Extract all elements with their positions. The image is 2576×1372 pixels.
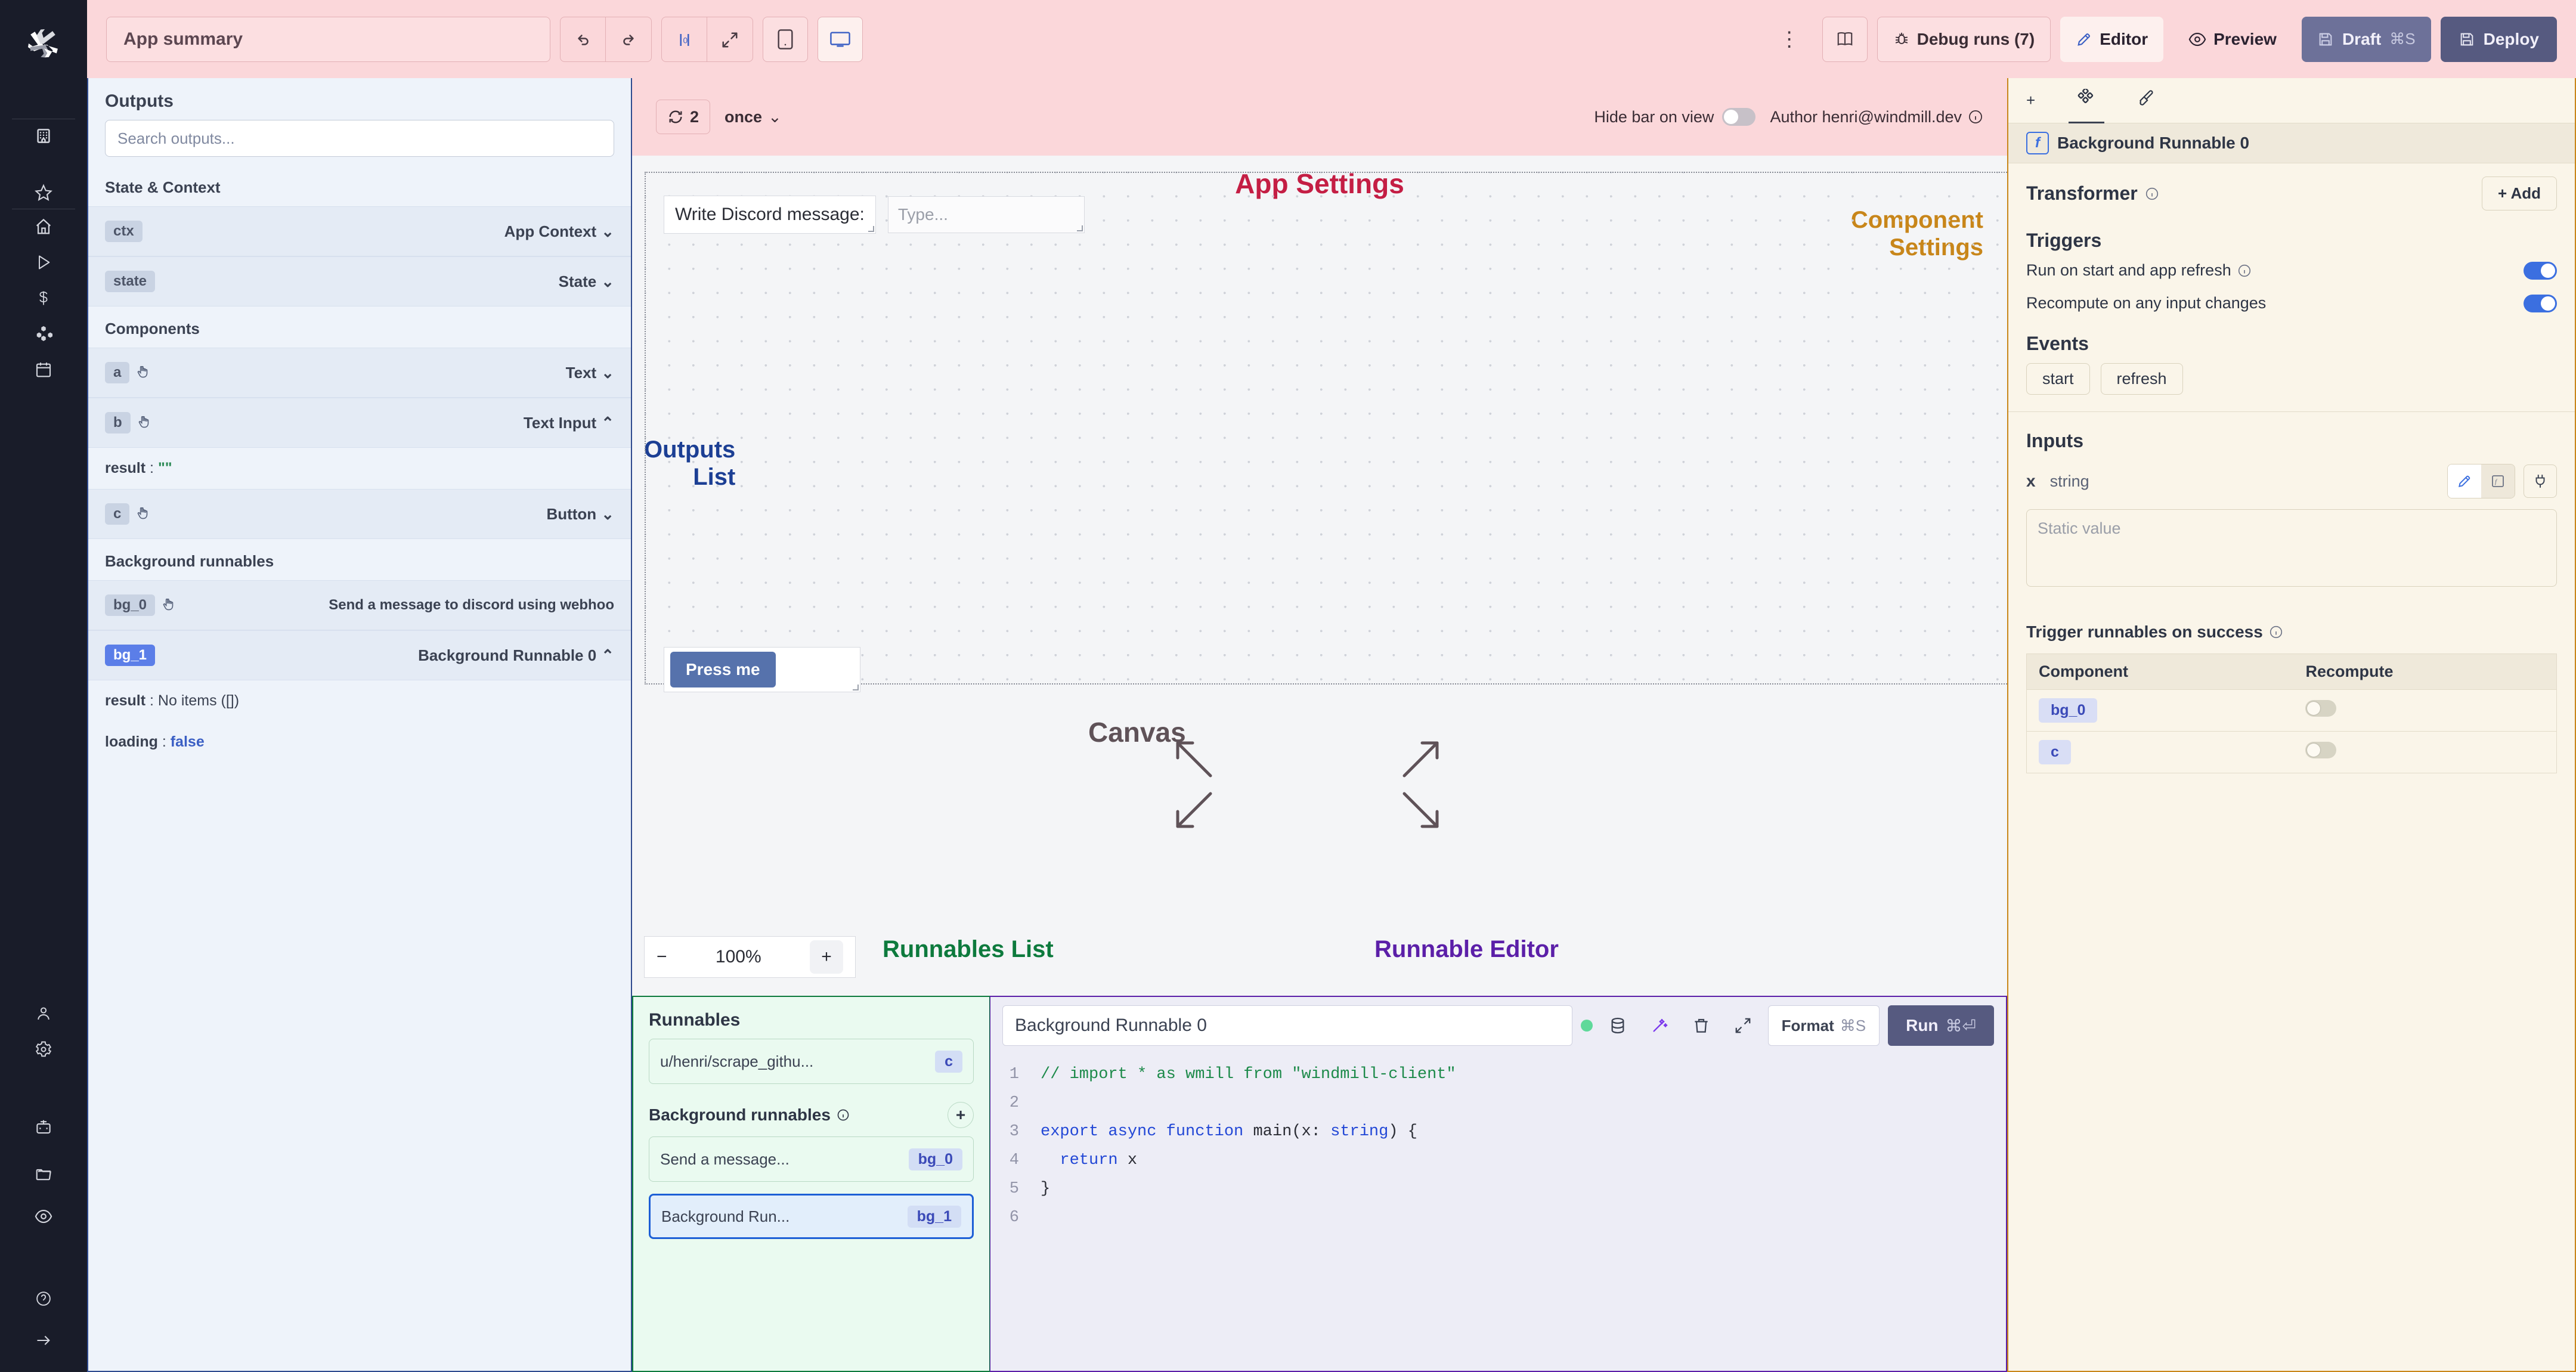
svg-text:f: f bbox=[2495, 478, 2498, 485]
svg-text:0: 0 bbox=[683, 36, 688, 45]
